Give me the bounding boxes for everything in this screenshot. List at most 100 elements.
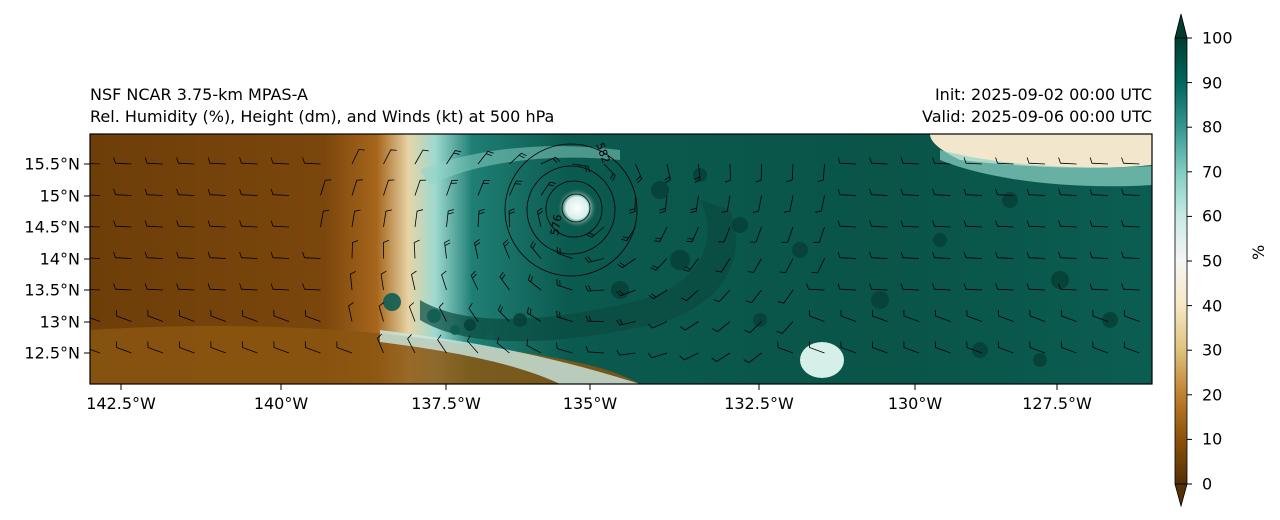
wind-barb (210, 341, 227, 354)
wind-barb (470, 270, 479, 291)
wind-barb (90, 194, 101, 196)
wind-barb (869, 157, 888, 165)
wind-barb (407, 334, 416, 354)
wind-barb (378, 302, 385, 322)
wind-barb (647, 321, 668, 329)
wind-barb (527, 274, 542, 291)
wind-barb (779, 258, 794, 274)
wind-barb (446, 179, 458, 196)
lon-label: 142.5°W (86, 394, 156, 413)
wind-barb (509, 152, 527, 165)
valid-time: Valid: 2025-09-06 00:00 UTC (921, 107, 1152, 126)
wind-barb (776, 321, 794, 334)
wind-barb (934, 309, 951, 322)
wind-barb (1058, 188, 1077, 196)
wind-barb (659, 195, 668, 214)
wind-barb (806, 283, 825, 291)
wind-barb (408, 302, 416, 322)
wind-barb (616, 349, 636, 356)
wind-barb (747, 258, 762, 273)
lat-ticks (84, 163, 90, 354)
wind-barb (1026, 220, 1046, 228)
wind-barb (997, 341, 1014, 354)
colorbar-tick-label: 90 (1202, 73, 1223, 93)
wind-barb (496, 337, 510, 354)
wind-barb (90, 226, 101, 228)
wind-barb (556, 279, 573, 291)
wind-barb (1058, 251, 1077, 259)
wind-barb (932, 251, 951, 259)
wind-barb (584, 256, 605, 263)
wind-barb (437, 334, 447, 354)
wind-barb (744, 321, 762, 334)
wind-barb (502, 239, 510, 259)
wind-barb (811, 258, 825, 274)
wind-barb (176, 220, 195, 228)
wind-barb (90, 348, 101, 354)
wind-barb (585, 315, 605, 322)
wind-barb (1089, 220, 1109, 228)
wind-barb (932, 157, 951, 165)
wind-barb (178, 309, 195, 322)
wind-barb (869, 251, 888, 259)
lat-label: 12.5°N (24, 343, 80, 363)
wind-barb (966, 309, 983, 322)
wind-barb (840, 341, 857, 354)
wind-barb (113, 283, 132, 291)
wind-barb (1060, 341, 1077, 354)
wind-barb (441, 270, 447, 291)
wind-barb (711, 352, 731, 362)
wind-barb (616, 319, 636, 326)
wind-barb (176, 283, 195, 291)
wind-barb (647, 352, 668, 359)
wind-barb (273, 341, 290, 354)
wind-barb (349, 271, 356, 291)
wind-barb (995, 157, 1014, 165)
wind-barb (1121, 283, 1140, 291)
colorbar-tick-label: 10 (1202, 429, 1223, 449)
wind-barb (499, 271, 510, 291)
wind-barb (1089, 283, 1109, 291)
wind-barb (414, 209, 424, 228)
wind-barb (414, 179, 427, 196)
wind-barb (783, 195, 794, 213)
colorbar-tick-label: 40 (1202, 296, 1223, 316)
wind-barb (90, 317, 101, 322)
wind-barb (932, 283, 951, 291)
colorbar-tick-label: 70 (1202, 162, 1223, 182)
wind-barb (718, 226, 731, 243)
wind-barb (477, 150, 494, 165)
wind-barb (383, 179, 395, 196)
wind-barb (1089, 157, 1109, 165)
wind-barb (413, 239, 420, 259)
wind-barb (1121, 188, 1140, 196)
wind-barb (900, 220, 920, 228)
wind-barb (650, 258, 668, 271)
wind-barb (270, 251, 290, 259)
wind-barb (509, 180, 523, 196)
wind-barb (468, 303, 479, 322)
wind-barb (380, 270, 387, 291)
wind-barb (178, 341, 195, 354)
wind-barb (679, 352, 699, 361)
wind-barb (144, 283, 164, 291)
wind-barb (690, 195, 699, 214)
wind-barb (963, 188, 983, 196)
wind-barb (144, 220, 164, 228)
contour-label-576: 576 (548, 214, 564, 237)
wind-barb (629, 195, 636, 214)
wind-barb (963, 283, 983, 291)
colorbar-tick-label: 20 (1202, 385, 1223, 405)
lat-label: 14°N (39, 249, 80, 269)
wind-barb (648, 289, 668, 300)
wind-barb (144, 188, 164, 196)
wind-barb (786, 163, 794, 183)
wind-barb (1121, 220, 1140, 228)
wind-barb (966, 341, 983, 354)
wind-barb (995, 251, 1014, 259)
wind-barb (474, 239, 481, 259)
wind-barb (508, 208, 515, 228)
wind-barb (207, 188, 227, 196)
wind-barb (1121, 251, 1140, 259)
wind-barb (995, 283, 1014, 291)
